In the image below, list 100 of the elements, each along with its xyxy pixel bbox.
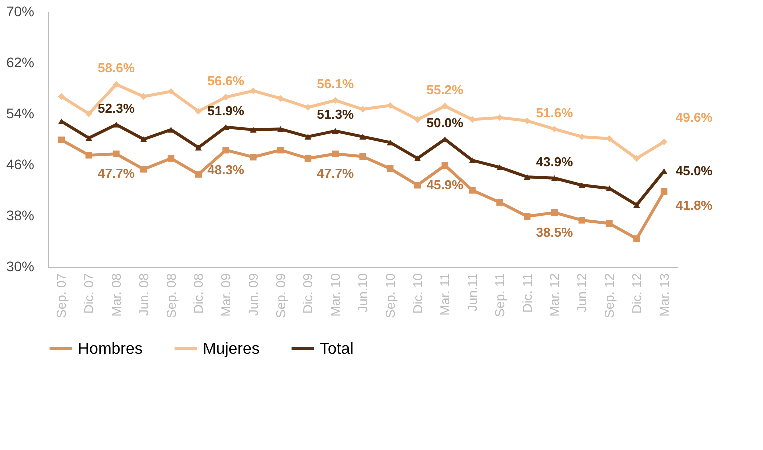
point xyxy=(634,155,640,162)
data-label: 52.3% xyxy=(98,100,136,116)
point xyxy=(250,127,257,133)
data-label: 51.3% xyxy=(317,107,354,122)
data-label: 47.7% xyxy=(317,166,354,182)
data-label: 45.9% xyxy=(426,178,464,193)
y-tick-label: 46% xyxy=(6,156,34,172)
point xyxy=(140,93,148,100)
point xyxy=(86,110,92,118)
data-label: 51.6% xyxy=(536,105,574,120)
x-tick-label: Sep. 09 xyxy=(273,274,288,318)
point xyxy=(660,138,668,146)
x-tick-label: Dic. 07 xyxy=(82,274,97,314)
x-tick-label: Mar. 09 xyxy=(218,274,234,317)
point xyxy=(332,97,339,104)
data-label: 47.7% xyxy=(98,166,136,182)
point xyxy=(277,95,284,102)
x-tick-label: Dic. 09 xyxy=(300,274,316,314)
point xyxy=(496,199,504,206)
point xyxy=(195,144,202,151)
y-tick-label: 54% xyxy=(6,106,34,122)
point xyxy=(578,134,586,140)
y-tick-label: 62% xyxy=(6,54,34,70)
data-label: 51.9% xyxy=(208,103,245,118)
point xyxy=(113,122,120,128)
x-tick-label: Sep. 07 xyxy=(54,274,70,318)
x-tick-label: Mar. 08 xyxy=(108,274,124,317)
data-label: 48.3% xyxy=(208,162,245,178)
x-tick-label: Dic. 10 xyxy=(410,274,426,314)
data-label: 55.2% xyxy=(426,82,464,98)
data-label: 58.6% xyxy=(98,60,136,76)
legend-label: Total xyxy=(320,341,354,358)
point xyxy=(250,88,257,94)
point xyxy=(469,116,476,124)
x-tick-label: Jun.11 xyxy=(465,274,480,312)
x-tick-label: Jun. 08 xyxy=(136,274,152,316)
data-label: 41.8% xyxy=(676,198,714,213)
point xyxy=(332,128,339,134)
data-label: 38.5% xyxy=(536,224,574,240)
point xyxy=(551,209,558,216)
point xyxy=(113,81,120,88)
y-tick-label: 70% xyxy=(6,4,34,20)
x-tick-label: Mar. 10 xyxy=(328,274,344,317)
x-tick-label: Mar. 11 xyxy=(438,274,453,316)
point xyxy=(58,136,66,144)
data-label: 49.6% xyxy=(676,110,714,126)
x-tick-label: Sep. 11 xyxy=(492,274,508,318)
point xyxy=(387,165,394,172)
x-tick-label: Sep. 10 xyxy=(382,274,398,318)
point xyxy=(195,171,202,178)
point xyxy=(304,155,312,162)
data-label: 50.0% xyxy=(426,116,464,130)
point xyxy=(634,202,640,208)
x-tick-label: Dic. 12 xyxy=(629,274,644,314)
point xyxy=(86,135,92,142)
legend-label: Mujeres xyxy=(203,341,260,358)
y-tick-label: 38% xyxy=(6,208,34,224)
point xyxy=(304,104,312,111)
point xyxy=(387,140,394,146)
point xyxy=(250,154,257,161)
point xyxy=(634,236,640,242)
point xyxy=(524,213,531,220)
point xyxy=(496,164,504,170)
x-tick-label: Dic. 11 xyxy=(520,274,535,313)
point xyxy=(551,175,558,182)
point xyxy=(195,108,202,115)
x-tick-label: Jun. 09 xyxy=(246,274,261,316)
point xyxy=(168,155,175,162)
point xyxy=(660,188,668,196)
point xyxy=(606,136,613,142)
point xyxy=(86,152,92,159)
point xyxy=(606,220,613,228)
x-tick-label: Mar. 12 xyxy=(547,274,562,317)
point xyxy=(360,153,366,160)
point xyxy=(551,126,558,133)
point xyxy=(524,174,531,180)
point xyxy=(578,182,586,188)
point xyxy=(140,136,148,142)
point xyxy=(469,187,476,194)
point xyxy=(58,93,66,100)
y-tick-label: 30% xyxy=(6,258,34,274)
x-tick-label: Sep. 12 xyxy=(602,274,618,318)
x-tick-label: Mar. 13 xyxy=(656,274,672,317)
point xyxy=(414,156,422,162)
point xyxy=(578,217,586,224)
x-tick-label: Dic. 08 xyxy=(191,274,206,314)
x-tick-label: Jun.12 xyxy=(574,274,590,313)
point xyxy=(222,94,230,101)
data-label: 56.6% xyxy=(208,73,245,88)
point xyxy=(442,162,449,169)
x-tick-label: Jun.10 xyxy=(356,274,370,313)
legend-label: Hombres xyxy=(78,341,143,358)
point xyxy=(469,158,476,164)
point xyxy=(113,150,120,158)
data-label: 43.9% xyxy=(536,154,574,170)
point xyxy=(277,146,284,154)
point xyxy=(442,102,449,110)
x-tick-label: Sep. 08 xyxy=(164,274,179,318)
point xyxy=(360,106,366,113)
point xyxy=(414,116,422,124)
